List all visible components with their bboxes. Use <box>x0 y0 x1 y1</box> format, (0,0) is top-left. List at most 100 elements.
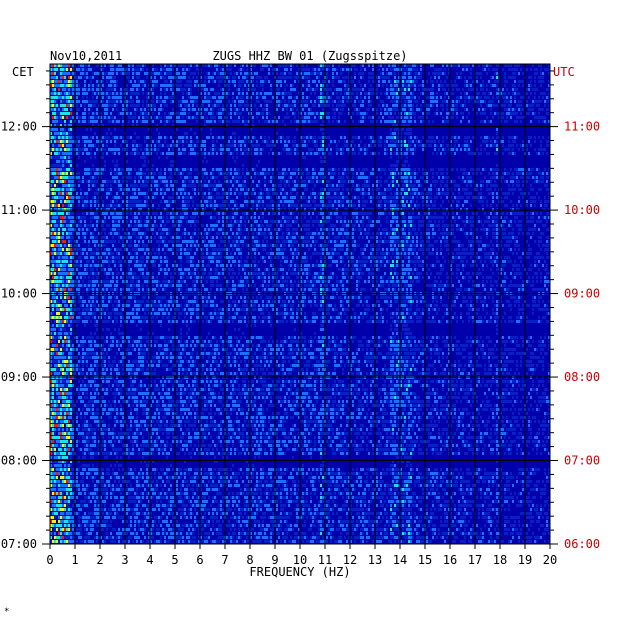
heatmap-cell <box>452 168 454 171</box>
heatmap-cell <box>278 136 280 139</box>
heatmap-cell <box>500 140 502 143</box>
heatmap-cell <box>464 76 466 79</box>
heatmap-cell <box>108 128 110 131</box>
heatmap-cell <box>492 168 494 171</box>
heatmap-cell <box>396 188 398 191</box>
heatmap-cell <box>332 100 334 103</box>
heatmap-cell <box>158 148 160 151</box>
heatmap-cell <box>64 100 66 103</box>
heatmap-cell <box>100 196 102 199</box>
heatmap-cell <box>170 68 172 71</box>
heatmap-cell <box>436 152 438 155</box>
heatmap-cell <box>104 116 106 119</box>
heatmap-cell <box>348 200 350 203</box>
heatmap-cell <box>268 180 270 183</box>
heatmap-cell <box>206 88 208 91</box>
heatmap-cell <box>160 108 162 111</box>
heatmap-cell <box>254 188 256 191</box>
heatmap-cell <box>400 96 402 99</box>
heatmap-cell <box>88 100 90 103</box>
heatmap-cell <box>110 76 112 79</box>
heatmap-cell <box>156 152 158 155</box>
heatmap-cell <box>234 176 236 179</box>
heatmap-cell <box>482 200 484 203</box>
heatmap-cell <box>140 120 142 123</box>
heatmap-cell <box>166 80 168 83</box>
heatmap-cell <box>264 100 266 103</box>
heatmap-cell <box>492 196 494 199</box>
heatmap-cell <box>344 172 346 175</box>
heatmap-cell <box>534 140 536 143</box>
heatmap-cell <box>446 176 448 179</box>
heatmap-cell <box>86 148 88 151</box>
heatmap-cell <box>316 196 318 199</box>
heatmap-cell <box>188 196 190 199</box>
heatmap-cell <box>298 200 300 203</box>
heatmap-cell <box>362 204 364 207</box>
heatmap-cell <box>318 136 320 139</box>
heatmap-cell <box>220 88 222 91</box>
heatmap-cell <box>440 152 442 155</box>
heatmap-cell <box>132 64 134 67</box>
heatmap-cell <box>466 192 468 195</box>
heatmap-cell <box>164 208 166 211</box>
heatmap-cell <box>232 132 234 135</box>
heatmap-cell <box>402 80 404 83</box>
heatmap-cell <box>356 136 358 139</box>
heatmap-cell <box>190 172 192 175</box>
heatmap-cell <box>510 108 512 111</box>
heatmap-cell <box>370 120 372 123</box>
heatmap-cell <box>212 148 214 151</box>
heatmap-cell <box>480 152 482 155</box>
heatmap-cell <box>170 64 172 67</box>
heatmap-cell <box>344 92 346 95</box>
heatmap-cell <box>160 176 162 179</box>
heatmap-cell <box>408 184 410 187</box>
heatmap-cell <box>256 172 258 175</box>
heatmap-cell <box>538 136 540 139</box>
heatmap-cell <box>412 184 414 187</box>
heatmap-cell <box>276 72 278 75</box>
heatmap-cell <box>96 136 98 139</box>
heatmap-cell <box>50 184 52 187</box>
heatmap-cell <box>226 208 228 211</box>
heatmap-cell <box>506 120 508 123</box>
heatmap-cell <box>338 88 340 91</box>
heatmap-cell <box>508 148 510 151</box>
heatmap-cell <box>454 184 456 187</box>
heatmap-cell <box>326 76 328 79</box>
heatmap-cell <box>376 84 378 87</box>
heatmap-cell <box>68 152 70 155</box>
heatmap-cell <box>328 68 330 71</box>
heatmap-cell <box>166 116 168 119</box>
heatmap-cell <box>84 112 86 115</box>
heatmap-cell <box>412 200 414 203</box>
heatmap-cell <box>150 72 152 75</box>
heatmap-cell <box>152 148 154 151</box>
heatmap-cell <box>448 188 450 191</box>
heatmap-cell <box>532 108 534 111</box>
heatmap-cell <box>294 76 296 79</box>
heatmap-cell <box>378 80 380 83</box>
heatmap-cell <box>394 72 396 75</box>
heatmap-cell <box>290 96 292 99</box>
heatmap-cell <box>160 180 162 183</box>
heatmap-cell <box>530 204 532 207</box>
heatmap-cell <box>362 148 364 151</box>
heatmap-cell <box>398 136 400 139</box>
heatmap-cell <box>548 64 550 67</box>
heatmap-cell <box>440 144 442 147</box>
heatmap-cell <box>236 176 238 179</box>
heatmap-cell <box>68 120 70 123</box>
heatmap-cell <box>376 108 378 111</box>
heatmap-cell <box>476 168 478 171</box>
heatmap-cell <box>190 196 192 199</box>
heatmap-cell <box>264 96 266 99</box>
heatmap-cell <box>92 100 94 103</box>
heatmap-cell <box>520 188 522 191</box>
heatmap-cell <box>458 188 460 191</box>
heatmap-cell <box>188 180 190 183</box>
heatmap-cell <box>184 204 186 207</box>
heatmap-cell <box>186 204 188 207</box>
heatmap-cell <box>346 176 348 179</box>
